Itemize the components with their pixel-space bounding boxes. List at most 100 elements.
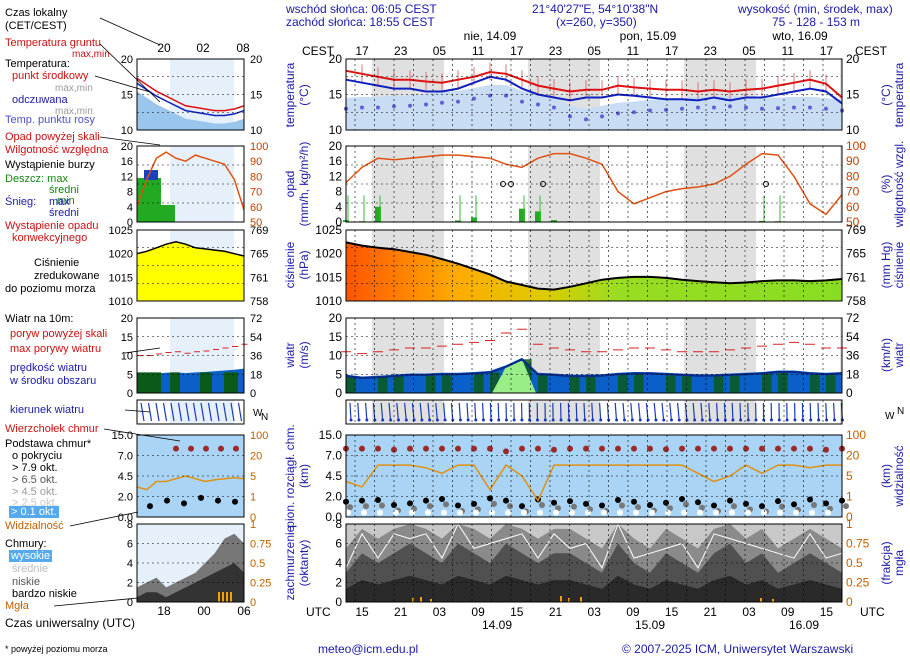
- wind-arrow-head: [646, 418, 650, 422]
- mini-y-tick: 10: [121, 351, 133, 363]
- local-hour-label: 17: [820, 44, 834, 58]
- mini-local-hour: 08: [236, 41, 250, 55]
- wind-arrow-head: [381, 418, 385, 422]
- mini-y-tick-right: 70: [250, 187, 262, 199]
- fog-bar: [568, 598, 570, 602]
- mini-wind-dark: [200, 372, 212, 393]
- y-tick: 0: [335, 386, 342, 400]
- dew-point-dot: [648, 108, 652, 113]
- cloud-base-dot-01: [537, 509, 543, 516]
- cloud-base-dot-65: [507, 503, 513, 510]
- mini-cloud-base-dot: [147, 503, 153, 510]
- email-link[interactable]: meteo@icm.edu.pl: [318, 642, 419, 656]
- utc-date-label: 16.09: [789, 618, 819, 632]
- y-tick-right: 0.25: [846, 576, 870, 590]
- y-tick: 2: [335, 576, 342, 590]
- axis-precip: opad: [283, 171, 297, 198]
- wind-arrow-head: [466, 418, 470, 422]
- fog-bar: [760, 598, 762, 602]
- dew-band: [346, 85, 842, 130]
- cloud-base-dot: [375, 497, 381, 504]
- wind-dark-segment: [826, 374, 836, 393]
- wind-arrow: [677, 402, 680, 422]
- wind-arrow-head: [833, 418, 837, 422]
- cloud-top-dot: [551, 446, 557, 453]
- wind-arrow-head: [700, 418, 704, 422]
- cloud-base-dot: [455, 502, 461, 509]
- wind-dark-segment: [426, 375, 436, 393]
- local-hour-label: 23: [704, 44, 718, 58]
- y-tick-right: 1: [846, 490, 853, 504]
- panel-frame: [345, 399, 843, 425]
- wind-dark-segment: [634, 373, 644, 393]
- local-time-sub: (CET/CEST): [5, 20, 67, 32]
- rain-bar: [535, 211, 541, 222]
- utc-hour-label: 09: [781, 605, 795, 619]
- axis-precip-unit: (mm/h, kg/m²/h): [297, 142, 311, 227]
- pressure-label-3: do poziomu morza: [5, 283, 96, 295]
- mini-wind-arrow: [200, 402, 205, 422]
- mini-y-tick-right: 50: [250, 217, 262, 229]
- y-tick: 2.0: [325, 490, 342, 504]
- wind-arrow: [599, 402, 602, 422]
- cloud-base-dot-01: [665, 509, 671, 516]
- high-clouds-text: wysokie: [9, 550, 53, 562]
- wind-arrow-head: [349, 418, 353, 422]
- dew-point-dot: [392, 104, 396, 109]
- mini-cloud-base-dot: [181, 500, 187, 507]
- mini-cloud-top-dot: [203, 445, 209, 452]
- cloud-base-dot: [407, 500, 413, 507]
- y-tick-right: 0: [846, 595, 853, 609]
- mini-y-tick: 5: [127, 369, 133, 381]
- cloud-base-dot-01: [745, 509, 751, 516]
- mini-y-tick-right: 80: [250, 171, 262, 183]
- mini-utc-hour: 00: [197, 604, 211, 618]
- mini-fog-bar: [226, 592, 228, 602]
- cloud-base-dot-01: [441, 509, 447, 516]
- wind-arrow: [388, 402, 392, 422]
- y-tick: 0: [335, 595, 342, 609]
- y-tick: 4: [335, 200, 342, 214]
- coverage-label: o pokryciu: [12, 450, 63, 462]
- utc-hour-label: 15: [355, 605, 369, 619]
- mini-felt-line: [136, 82, 245, 117]
- mini-y-tick: 12: [121, 171, 133, 183]
- wind-speed-line: [345, 358, 843, 380]
- cloud-base-dot: [423, 497, 429, 504]
- wind-arrow: [614, 402, 618, 422]
- wind-dark-segment: [618, 374, 628, 393]
- utc-hour-label: 21: [704, 605, 718, 619]
- cloud-base-dot: [391, 501, 397, 508]
- wind-arrow-head: [420, 418, 424, 422]
- mini-rain-block: [137, 178, 161, 222]
- high-clouds-label: wysokie: [9, 550, 53, 563]
- dew-point-dot: [808, 105, 812, 110]
- mini-y-tick-right: 100: [250, 141, 268, 153]
- felt-temp-line: [345, 75, 843, 105]
- high-cloud-line: [345, 522, 843, 570]
- wind-arrow: [396, 402, 400, 422]
- wind-dark-segment: [666, 374, 676, 393]
- legend-leader: [99, 43, 161, 103]
- wind-dark-segment: [538, 374, 548, 393]
- sunrise-text: wschód słońca: 06:05 CEST: [286, 2, 437, 16]
- axis-wind-r: (km/h): [879, 338, 893, 372]
- legend-leader: [99, 136, 161, 146]
- mini-local-hour: 20: [157, 41, 171, 55]
- okt-65-label: > 6.5 okt.: [12, 474, 58, 486]
- wind-dark-segment: [762, 373, 772, 393]
- fog-label: Mgła: [5, 600, 29, 612]
- mini-y-tick-right: 1: [250, 492, 256, 504]
- rain-mid-label: średni: [49, 184, 79, 196]
- cloud-base-dot-65: [427, 503, 433, 510]
- wind-arrow: [723, 402, 726, 422]
- mini-pressure-line: [136, 241, 245, 257]
- medium-clouds-label: średnie: [12, 563, 49, 575]
- axis-wind: wiatr: [283, 342, 297, 368]
- meteogram-chart: 2020151510102020151510102020161612128844…: [53, 17, 906, 632]
- y-tick: 4.5: [325, 469, 342, 483]
- y-tick-right: 761: [846, 270, 866, 284]
- wind-arrow: [482, 402, 485, 422]
- dew-point-dot: [632, 110, 636, 115]
- utc-left: UTC: [306, 605, 331, 619]
